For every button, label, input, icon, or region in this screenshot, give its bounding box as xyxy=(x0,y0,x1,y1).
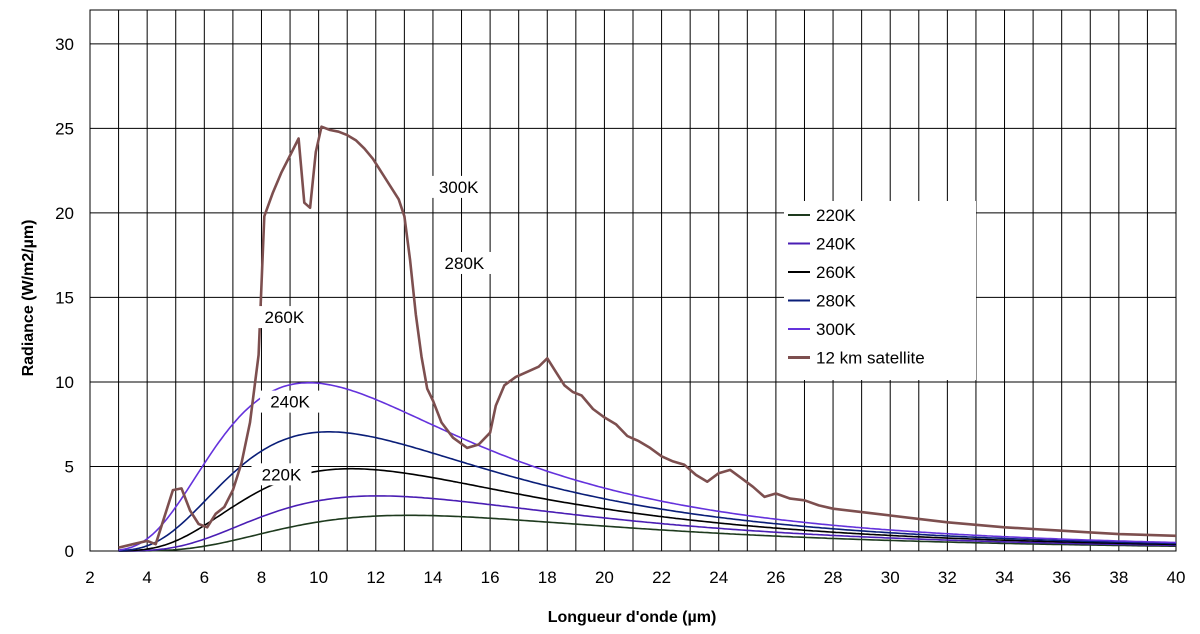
curve-label-300k: 300K xyxy=(428,175,489,198)
curve-label-text: 240K xyxy=(270,393,310,412)
y-tick-label: 0 xyxy=(65,542,74,561)
series-lines xyxy=(118,125,1177,552)
x-tick-label: 36 xyxy=(1052,568,1071,587)
tick-labels: 2 4 6 8 10 12 14 16 18 20 22 24 26 28 30 32 34 36 38 400510… xyxy=(55,35,1185,587)
series-line-240k xyxy=(118,495,1176,552)
x-tick-label: 32 xyxy=(938,568,957,587)
legend-entry: 300K xyxy=(816,320,856,339)
y-tick-label: 15 xyxy=(55,288,74,307)
y-tick-label: 25 xyxy=(55,119,74,138)
curve-label-bg xyxy=(254,306,315,329)
curve-label-280k: 280K xyxy=(434,251,495,274)
x-tick-label: 26 xyxy=(766,568,785,587)
grid xyxy=(89,9,1177,552)
y-tick-label: 30 xyxy=(55,35,74,54)
x-tick-label: 28 xyxy=(824,568,843,587)
series-line-220k xyxy=(118,514,1176,552)
curve-label-text: 280K xyxy=(445,254,485,273)
x-tick-label: 2 xyxy=(85,568,94,587)
x-tick-label: 40 xyxy=(1167,568,1186,587)
curve-label-220k: 220K xyxy=(251,463,312,486)
x-tick-label: 10 xyxy=(309,568,328,587)
legend-box xyxy=(784,201,976,380)
curve-labels: 220K 240K 260K 280K 300K xyxy=(251,175,495,486)
curve-label-bg xyxy=(251,463,312,486)
x-tick-label: 18 xyxy=(538,568,557,587)
series-line-12-km-satellite xyxy=(118,125,1177,549)
y-axis-title: Radiance (W/m2/µm) xyxy=(20,220,37,377)
series-line-280k xyxy=(118,431,1177,552)
x-tick-label: 34 xyxy=(995,568,1014,587)
x-tick-label: 12 xyxy=(366,568,385,587)
y-tick-label: 10 xyxy=(55,373,74,392)
curve-label-text: 300K xyxy=(439,178,479,197)
curve-label-text: 260K xyxy=(264,308,304,327)
curve-label-260k: 260K xyxy=(254,306,315,329)
legend-entry: 220K xyxy=(816,206,856,225)
curve-label-bg xyxy=(434,251,495,274)
x-tick-label: 16 xyxy=(481,568,500,587)
curve-label-bg xyxy=(428,175,489,198)
x-tick-label: 4 xyxy=(142,568,151,587)
series-line-300k xyxy=(118,381,1177,551)
x-axis-title: Longueur d'onde (µm) xyxy=(548,609,717,626)
curve-label-text: 220K xyxy=(262,465,302,484)
x-tick-label: 38 xyxy=(1109,568,1128,587)
y-tick-label: 20 xyxy=(55,204,74,223)
legend-entry: 260K xyxy=(816,263,856,282)
legend: 220K 240K 260K 280K 300K 12 km satellite xyxy=(784,201,976,380)
x-tick-label: 22 xyxy=(652,568,671,587)
legend-entry: 12 km satellite xyxy=(816,349,925,368)
x-tick-label: 24 xyxy=(709,568,728,587)
x-tick-label: 14 xyxy=(423,568,442,587)
legend-entry: 280K xyxy=(816,292,856,311)
y-tick-label: 5 xyxy=(65,457,74,476)
curve-label-240k: 240K xyxy=(260,390,321,413)
x-tick-label: 6 xyxy=(200,568,209,587)
x-tick-label: 8 xyxy=(257,568,266,587)
x-tick-label: 20 xyxy=(595,568,614,587)
legend-entry: 240K xyxy=(816,235,856,254)
curve-label-bg xyxy=(260,390,321,413)
x-tick-label: 30 xyxy=(881,568,900,587)
